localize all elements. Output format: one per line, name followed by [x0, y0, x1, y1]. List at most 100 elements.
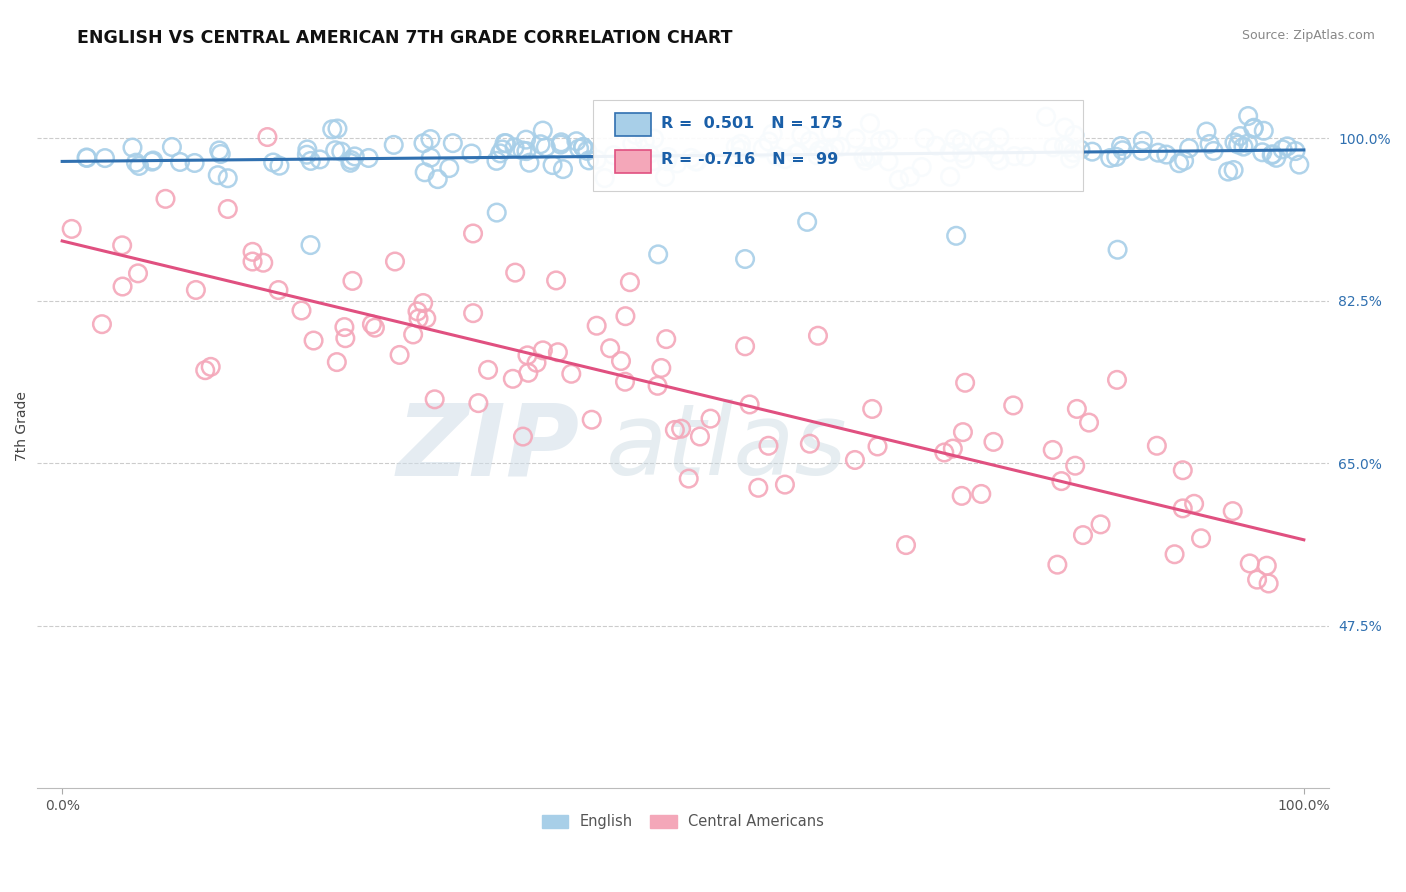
- Point: [1111, 143, 1133, 157]
- Point: [1147, 145, 1170, 160]
- Point: [1069, 143, 1091, 157]
- Point: [1237, 136, 1260, 151]
- Point: [725, 150, 748, 164]
- Point: [1062, 145, 1084, 160]
- Point: [845, 131, 868, 145]
- Point: [602, 148, 624, 162]
- Point: [610, 354, 633, 368]
- Point: [141, 154, 163, 169]
- Point: [412, 136, 434, 151]
- Point: [207, 168, 229, 182]
- Point: [945, 228, 967, 243]
- Point: [1222, 163, 1244, 178]
- Point: [184, 283, 207, 297]
- Point: [862, 149, 884, 163]
- Point: [340, 153, 363, 168]
- Point: [699, 411, 721, 425]
- Point: [654, 169, 676, 184]
- Point: [678, 472, 700, 486]
- Point: [799, 436, 821, 450]
- Point: [512, 144, 534, 158]
- Point: [765, 149, 787, 163]
- Point: [494, 136, 516, 150]
- Point: [634, 134, 657, 148]
- Point: [614, 375, 637, 389]
- Point: [568, 141, 591, 155]
- Point: [326, 355, 349, 369]
- Point: [1237, 109, 1260, 123]
- Point: [467, 396, 489, 410]
- Point: [515, 133, 537, 147]
- Point: [194, 363, 217, 377]
- Point: [128, 159, 150, 173]
- Text: ENGLISH VS CENTRAL AMERICAN 7TH GRADE CORRELATION CHART: ENGLISH VS CENTRAL AMERICAN 7TH GRADE CO…: [77, 29, 733, 47]
- Point: [60, 222, 83, 236]
- Point: [515, 144, 537, 158]
- Point: [529, 137, 551, 152]
- Point: [1099, 151, 1122, 165]
- Point: [125, 155, 148, 169]
- Point: [560, 367, 582, 381]
- Point: [1146, 439, 1168, 453]
- Point: [1090, 517, 1112, 532]
- Point: [1246, 573, 1268, 587]
- Point: [686, 154, 709, 169]
- Point: [547, 345, 569, 359]
- Point: [1232, 139, 1254, 153]
- Point: [984, 147, 1007, 161]
- Point: [550, 136, 572, 150]
- Point: [820, 125, 842, 139]
- Point: [326, 121, 349, 136]
- Point: [1156, 147, 1178, 161]
- Point: [91, 317, 114, 331]
- Point: [1042, 140, 1064, 154]
- Point: [787, 145, 810, 160]
- Point: [747, 481, 769, 495]
- Point: [485, 205, 508, 219]
- Point: [1253, 124, 1275, 138]
- Text: ZIP: ZIP: [396, 400, 579, 496]
- Point: [1163, 547, 1185, 561]
- Point: [898, 169, 921, 184]
- Point: [121, 140, 143, 154]
- Point: [94, 151, 117, 165]
- Point: [1042, 442, 1064, 457]
- Point: [477, 363, 499, 377]
- Point: [321, 122, 343, 136]
- Point: [408, 311, 430, 326]
- Point: [830, 140, 852, 154]
- Point: [681, 151, 703, 165]
- Point: [813, 142, 835, 156]
- Point: [1056, 140, 1078, 154]
- Point: [503, 266, 526, 280]
- Point: [877, 154, 900, 169]
- Point: [127, 266, 149, 280]
- Point: [299, 153, 322, 168]
- Point: [950, 489, 973, 503]
- Point: [1239, 557, 1261, 571]
- Point: [495, 136, 517, 151]
- Point: [1251, 145, 1274, 160]
- Point: [217, 171, 239, 186]
- Point: [752, 141, 775, 155]
- Point: [952, 425, 974, 439]
- Point: [1216, 164, 1239, 178]
- Point: [1071, 528, 1094, 542]
- Point: [252, 256, 274, 270]
- Point: [599, 341, 621, 355]
- Point: [565, 134, 588, 148]
- Point: [208, 144, 231, 158]
- Point: [1109, 139, 1132, 153]
- Point: [503, 140, 526, 154]
- Point: [357, 151, 380, 165]
- Point: [1277, 139, 1299, 153]
- Point: [361, 318, 384, 332]
- Point: [413, 165, 436, 179]
- Point: [911, 160, 934, 174]
- Point: [877, 132, 900, 146]
- Point: [689, 429, 711, 443]
- Point: [1078, 416, 1101, 430]
- Point: [619, 275, 641, 289]
- Point: [1195, 125, 1218, 139]
- Point: [419, 151, 441, 165]
